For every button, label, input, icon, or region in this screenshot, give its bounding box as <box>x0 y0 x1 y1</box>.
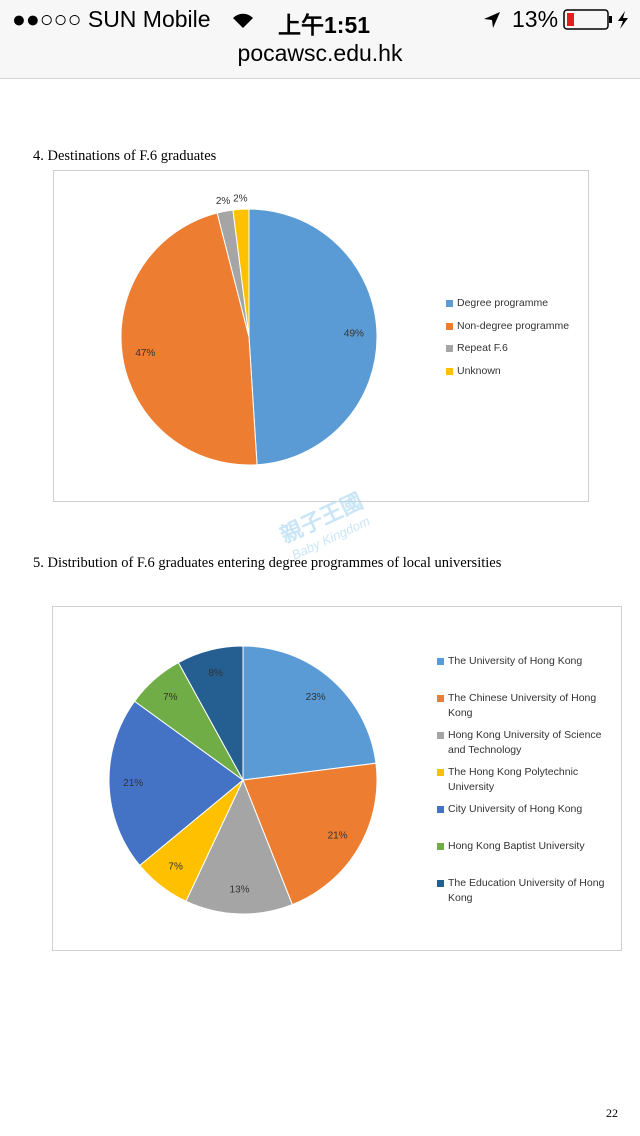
legend-swatch <box>437 658 444 665</box>
legend-swatch <box>437 880 444 887</box>
pie-chart: 49% 47% 2% 2% <box>120 194 378 466</box>
legend-label: The Education University of Hong Kong <box>448 877 605 904</box>
legend-item: Unknown <box>446 364 586 379</box>
data-label: 49% <box>344 328 364 339</box>
data-label: 7% <box>163 692 178 703</box>
data-label: 7% <box>168 861 183 872</box>
data-label: 8% <box>208 668 223 679</box>
legend-item: Hong Kong Baptist University <box>437 839 612 854</box>
legend-label: Degree programme <box>457 297 549 309</box>
data-label: 21% <box>328 831 348 842</box>
legend-label: City University of Hong Kong <box>448 803 583 815</box>
legend-swatch <box>437 695 444 702</box>
pie-slice <box>242 762 378 906</box>
data-label: 13% <box>230 884 250 895</box>
section-heading: 4. Destinations of F.6 graduates <box>33 148 217 164</box>
wifi-icon <box>233 13 253 28</box>
legend-item: Repeat F.6 <box>446 341 586 356</box>
pie-slice <box>248 208 378 466</box>
legend-item: Hong Kong University of Science and Tech… <box>437 728 612 758</box>
legend-label: The University of Hong Kong <box>448 655 583 667</box>
data-label: 21% <box>123 778 143 789</box>
pie-slice <box>242 645 377 781</box>
data-label: 47% <box>135 348 155 359</box>
legend-item: The University of Hong Kong <box>437 654 612 669</box>
legend-item: The Education University of Hong Kong <box>437 876 612 906</box>
data-label: 2% <box>216 196 231 207</box>
pie-slice <box>108 700 244 867</box>
location-icon <box>484 12 500 28</box>
legend-swatch <box>437 769 444 776</box>
time: 上午1:51 <box>278 12 371 38</box>
pie-slice <box>177 645 244 781</box>
chart-frame: 23% 21% 13% 7% 21% 7% 8% The University of Hong… <box>52 606 622 951</box>
legend-swatch <box>446 345 453 352</box>
battery-icon <box>563 9 628 30</box>
browser-header: ●●○○○ SUN Mobile 上午1:51 13% pocawsc.edu.… <box>0 0 640 79</box>
legend-label: Hong Kong Baptist University <box>448 840 585 852</box>
legend-label: The Hong Kong Polytechnic University <box>448 766 579 793</box>
page-number: 22 <box>606 1106 618 1120</box>
legend-item: The Chinese University of Hong Kong <box>437 691 612 721</box>
legend-swatch <box>446 322 453 330</box>
legend-label: Hong Kong University of Science and Tech… <box>448 729 602 756</box>
carrier: ●●○○○ SUN Mobile <box>12 6 211 32</box>
legend-swatch <box>437 843 444 850</box>
section-heading: 5. Distribution of F.6 graduates enterin… <box>33 555 502 571</box>
legend-label: Unknown <box>457 364 501 377</box>
legend-item: Non-degree programme <box>446 319 586 334</box>
pie-chart: 23% 21% 13% 7% 21% 7% 8% <box>108 645 378 915</box>
pie-slice <box>232 208 250 338</box>
legend-label: Non-degree programme <box>457 319 570 332</box>
legend-item: City University of Hong Kong <box>437 802 612 817</box>
data-label: 23% <box>306 692 326 703</box>
url[interactable]: pocawsc.edu.hk <box>237 40 403 66</box>
legend-item: Degree programme <box>446 296 586 311</box>
pie-slice <box>185 778 293 915</box>
pie-slice <box>120 212 258 466</box>
legend-swatch <box>446 300 453 307</box>
data-label: 2% <box>233 194 248 205</box>
battery-percent: 13% <box>512 6 559 32</box>
legend-label: Repeat F.6 <box>457 342 508 354</box>
legend-swatch <box>446 367 453 375</box>
chart-frame: 49% 47% 2% 2% Degree programme Non-degree pro… <box>53 170 589 502</box>
legend-swatch <box>437 732 444 739</box>
legend-label: The Chinese University of Hong Kong <box>448 692 597 719</box>
legend-item: The Hong Kong Polytechnic University <box>437 765 612 795</box>
legend-swatch <box>437 806 444 813</box>
